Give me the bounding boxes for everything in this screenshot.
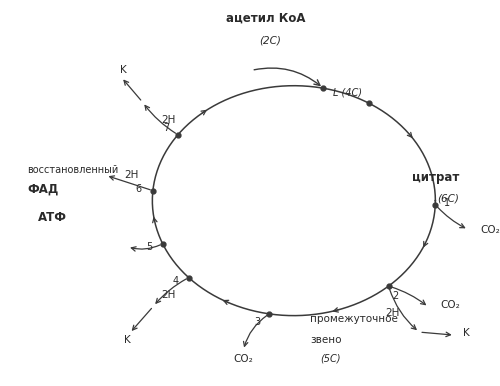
Text: промежуточное: промежуточное (310, 314, 398, 324)
Text: (2C): (2C) (260, 36, 281, 46)
Text: 2: 2 (392, 291, 399, 301)
Text: (6C): (6C) (437, 194, 459, 204)
Text: 2H: 2H (162, 290, 176, 300)
Text: звено: звено (310, 335, 342, 345)
Text: ФАД: ФАД (28, 183, 58, 196)
Text: 3: 3 (254, 317, 260, 327)
Text: 1: 1 (444, 198, 450, 208)
Text: 6: 6 (136, 184, 142, 194)
Text: 7: 7 (163, 123, 170, 133)
Text: цитрат: цитрат (412, 171, 459, 184)
Text: восстановленный: восстановленный (28, 165, 118, 175)
Text: 2H: 2H (385, 308, 400, 318)
Text: (5C): (5C) (320, 354, 340, 364)
Text: 2H: 2H (124, 169, 139, 179)
Text: K: K (120, 65, 127, 75)
Text: 5: 5 (146, 242, 152, 252)
Text: АТФ: АТФ (38, 212, 68, 224)
Text: 2H: 2H (162, 115, 176, 125)
Text: CO₂: CO₂ (440, 300, 460, 310)
Text: CO₂: CO₂ (480, 225, 500, 235)
Text: K: K (124, 335, 130, 345)
Text: K: K (463, 328, 470, 338)
Text: CO₂: CO₂ (234, 354, 253, 364)
Text: 4: 4 (172, 276, 178, 286)
Text: ацетил КоА: ацетил КоА (226, 11, 306, 24)
Text: L (4C): L (4C) (333, 87, 362, 97)
